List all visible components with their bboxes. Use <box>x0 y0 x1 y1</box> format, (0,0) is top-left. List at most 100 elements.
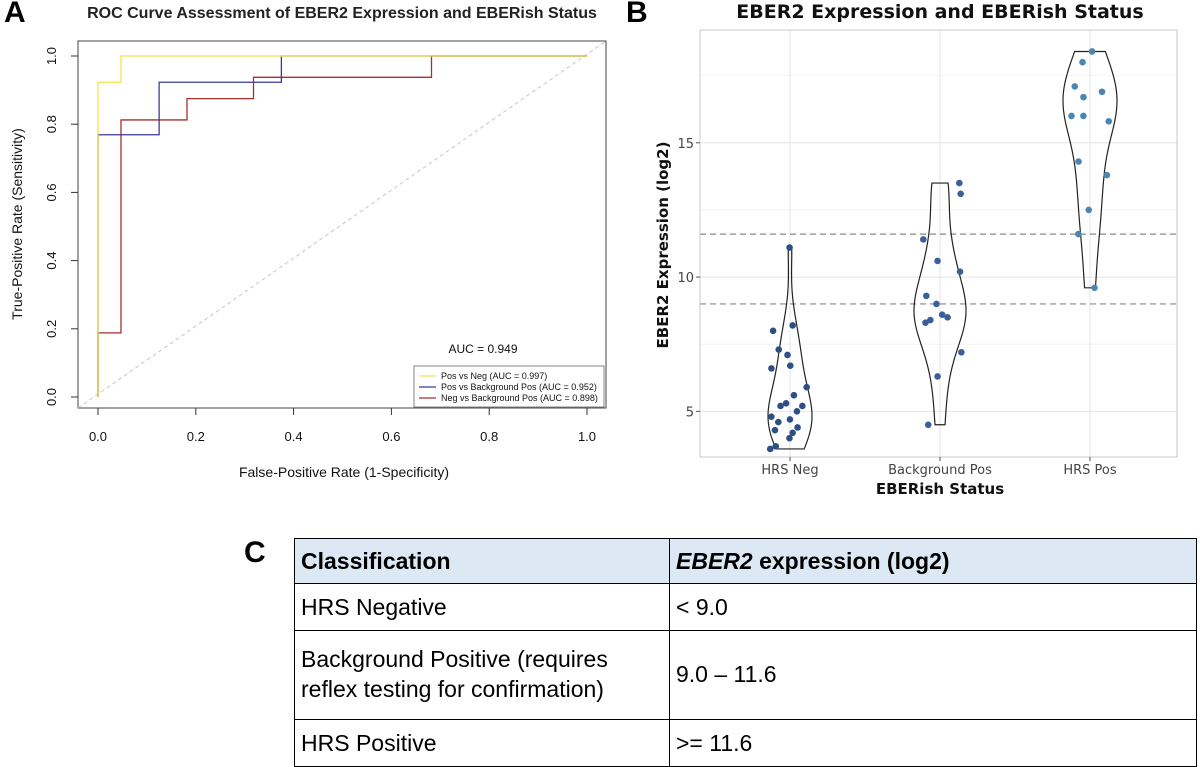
violin-data-point <box>934 373 941 380</box>
roc-x-axis-label: False-Positive Rate (1-Specificity) <box>239 464 449 480</box>
roc-reference-line <box>77 40 607 409</box>
panel-label-c: C <box>244 536 266 569</box>
roc-y-tick-label: 0.2 <box>44 320 59 338</box>
roc-x-tick-label: 0.2 <box>187 429 205 444</box>
violin-grid <box>700 30 1177 457</box>
violin-data-point <box>784 351 791 359</box>
violin-data-point <box>933 300 940 308</box>
roc-x-tick-label: 0.4 <box>285 429 303 444</box>
violin-data-point <box>958 348 965 356</box>
violin-data-point <box>768 413 775 421</box>
roc-legend-label: Neg vs Background Pos (AUC = 0.898) <box>441 393 598 403</box>
violin-y-tick-label: 15 <box>677 137 694 152</box>
violin-x-ticks: HRS Neg Background Pos HRS Pos <box>761 457 1117 478</box>
violin-data-point <box>789 429 796 437</box>
violin-data-point <box>799 402 806 410</box>
violin-data-point <box>1098 88 1106 96</box>
roc-y-tick-label: 0.4 <box>44 252 59 270</box>
violin-y-tick-label: 10 <box>677 271 694 286</box>
violin-title: EBER2 Expression and EBERish Status <box>736 1 1143 23</box>
violin-shape <box>1062 50 1118 289</box>
violin-data-point <box>1085 206 1093 214</box>
roc-x-tick-label: 0.0 <box>89 429 107 444</box>
violin-data-point <box>793 408 801 415</box>
violin-points <box>766 48 1113 453</box>
roc-y-tick-label: 0.0 <box>44 388 59 406</box>
roc-title: ROC Curve Assessment of EBER2 Expression… <box>87 5 597 22</box>
violin-data-point <box>772 442 780 450</box>
violin-data-point <box>777 402 784 410</box>
roc-x-tick-label: 0.8 <box>480 429 498 444</box>
violin-data-point <box>934 257 941 265</box>
violin-data-point <box>786 416 794 423</box>
violin-x-tick-label: Background Pos <box>888 463 992 478</box>
violin-data-point <box>1071 83 1079 90</box>
roc-series-line <box>97 55 587 397</box>
table-cell-expression: 9.0 – 11.6 <box>669 630 1197 720</box>
violin-data-point <box>786 244 793 251</box>
violin-data-point <box>794 424 801 431</box>
violin-data-point <box>924 421 932 429</box>
violin-data-point <box>1103 171 1111 179</box>
violin-chart: EBER2 Expression and EBERish Status 5 10 1… <box>654 1 1178 498</box>
violin-data-point <box>775 418 782 426</box>
table-row: Background Positive (requires reflex test… <box>294 630 1197 720</box>
violin-data-point <box>766 445 774 453</box>
violin-data-point <box>1091 284 1098 292</box>
table-cell-expression: >= 11.6 <box>669 719 1197 767</box>
violin-shape <box>913 182 967 426</box>
violin-data-point <box>1088 48 1096 55</box>
table-cell-classification: HRS Negative <box>294 583 670 631</box>
violin-data-point <box>1079 58 1086 66</box>
violin-data-point <box>782 399 790 407</box>
roc-legend-label: Pos vs Background Pos (AUC = 0.952) <box>441 382 597 392</box>
table-cell-classification: Background Positive (requires reflex test… <box>294 630 670 720</box>
roc-auc-annotation: AUC = 0.949 <box>448 342 517 356</box>
table-cell-classification-line1: Background Positive (requires <box>301 646 608 673</box>
violin-data-point <box>920 236 927 243</box>
roc-legend-box <box>413 365 605 408</box>
roc-y-axis-label: True-Positive Rate (Sensitivity) <box>9 128 25 320</box>
roc-series-line <box>97 55 587 397</box>
violin-data-point <box>922 319 929 327</box>
violin-data-point <box>1105 118 1113 125</box>
violin-y-tick-label: 5 <box>686 405 694 420</box>
violin-data-point <box>1068 112 1075 120</box>
roc-legend-label: Pos vs Neg (AUC = 0.997) <box>441 371 547 381</box>
violin-data-point <box>944 314 951 321</box>
table-header-expression: EBER2 expression (log2) <box>669 538 1197 584</box>
violin-data-point <box>1075 158 1082 165</box>
roc-legend: Pos vs Neg (AUC = 0.997)Pos vs Backgroun… <box>413 365 605 408</box>
violin-y-axis-label: EBER2 Expression (log2) <box>654 142 672 349</box>
roc-y-tick-label: 0.8 <box>44 115 59 133</box>
roc-x-ticks: 0.0 0.2 0.4 0.6 0.8 1.0 <box>89 408 596 444</box>
table-header-gene: EBER2 <box>676 547 753 574</box>
table-row: HRS Negative < 9.0 <box>294 583 1197 631</box>
panel-label-b: B <box>626 0 648 29</box>
violin-data-point <box>786 362 794 369</box>
table-cell-classification-line2: reflex testing for confirmation) <box>301 676 604 702</box>
roc-x-tick-label: 1.0 <box>578 429 596 444</box>
table-cell-classification: HRS Positive <box>294 719 670 767</box>
table-header-row: Classification EBER2 expression (log2) <box>294 538 1197 584</box>
roc-y-tick-label: 1.0 <box>44 47 59 65</box>
violin-data-point <box>768 365 775 372</box>
violin-data-point <box>775 346 783 353</box>
roc-y-ticks: 0.0 0.2 0.4 0.6 0.8 1.0 <box>44 47 78 406</box>
roc-series-group <box>97 55 587 397</box>
panel-label-a: A <box>4 0 26 29</box>
violin-thresholds <box>700 233 1177 305</box>
violin-data-point <box>789 322 796 329</box>
violin-data-point <box>771 426 779 434</box>
violin-x-tick-label: HRS Pos <box>1063 463 1117 478</box>
roc-chart: ROC Curve Assessment of EBER2 Expression… <box>9 5 607 480</box>
violin-data-point <box>927 316 934 324</box>
violin-data-point <box>1075 230 1082 238</box>
table-header-expression-rest: expression (log2) <box>752 547 950 574</box>
table-row: HRS Positive >= 11.6 <box>294 719 1197 767</box>
violin-y-ticks: 5 10 15 <box>677 137 700 420</box>
violin-data-point <box>769 327 777 335</box>
violin-data-point <box>923 292 930 300</box>
roc-x-tick-label: 0.6 <box>382 429 400 444</box>
violin-shapes <box>767 50 1118 450</box>
